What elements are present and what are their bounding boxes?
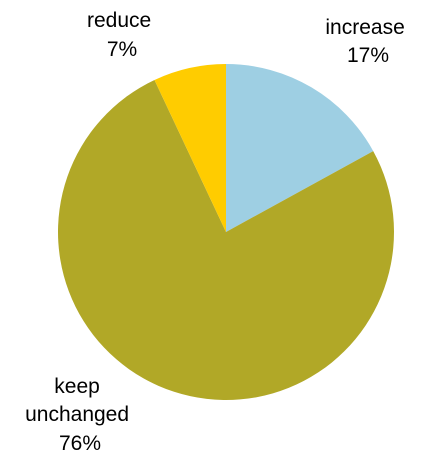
pie-slices [57,64,394,401]
slice-label-increase-name: increase [325,16,404,39]
pie-labels: reduce 7% increase 17% keep unchanged 76… [25,9,410,455]
slice-label-reduce-value: 7% [107,38,137,61]
slice-label-keep-line1: keep [54,375,100,398]
slice-label-increase-value: 17% [347,44,389,67]
slice-label-increase: increase 17% [325,16,410,67]
pie-slice-increase [226,64,374,232]
pie-slice-keep-unchanged [57,79,394,401]
slice-label-keep-unchanged: keep unchanged 76% [25,375,135,455]
slice-label-reduce-name: reduce [87,9,151,32]
pie-slice-reduce [154,64,226,232]
slice-label-keep-value: 76% [59,432,101,455]
slice-label-reduce: reduce 7% [87,9,157,61]
slice-label-keep-line2: unchanged [25,403,129,426]
